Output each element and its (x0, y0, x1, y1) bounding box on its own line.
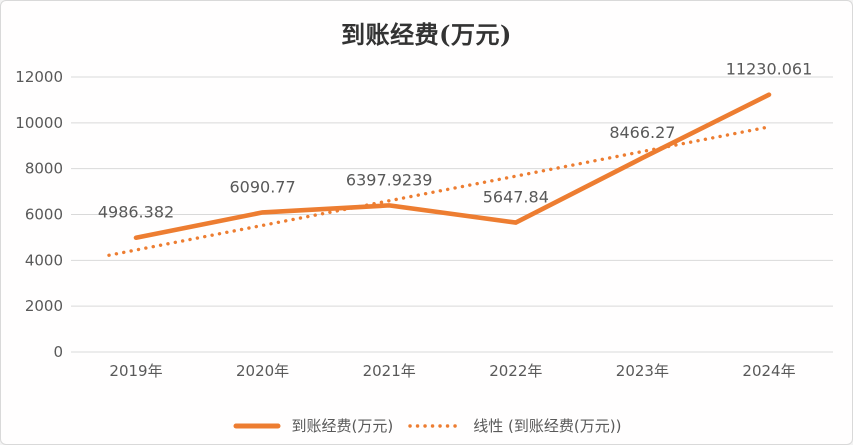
data-label: 6397.9239 (346, 170, 433, 189)
x-axis-tick-label: 2020年 (236, 362, 289, 380)
y-axis-tick-label: 12000 (15, 68, 63, 86)
legend-label-trendline: 线性 (到账经费(万元)) (473, 417, 622, 435)
x-axis-tick-label: 2019年 (109, 362, 162, 380)
data-label: 11230.061 (726, 60, 813, 79)
x-axis-tick-label: 2024年 (742, 362, 795, 380)
data-label: 5647.84 (483, 188, 549, 207)
legend-label-series: 到账经费(万元) (291, 417, 394, 435)
legend-line-dotted-icon (408, 423, 463, 428)
series-line[interactable] (133, 92, 772, 241)
legend-item-trendline[interactable]: 线性 (到账经费(万元)) (407, 415, 621, 436)
y-axis-tick-label: 4000 (25, 251, 63, 269)
y-axis-tick-label: 10000 (15, 114, 63, 132)
y-axis-tick-label: 0 (53, 343, 63, 361)
data-label: 8466.27 (609, 123, 675, 142)
x-axis-tick-label: 2023年 (616, 362, 669, 380)
data-label: 4986.382 (98, 203, 174, 222)
legend-item-series[interactable]: 到账经费(万元) (232, 415, 394, 436)
y-axis-tick-label: 8000 (25, 160, 63, 178)
chart-title: 到账经费(万元) (341, 20, 512, 49)
y-axis-tick-label: 2000 (25, 297, 63, 315)
x-axis-tick-label: 2021年 (363, 362, 416, 380)
x-axis-tick-label: 2022年 (489, 362, 542, 380)
y-axis-tick-label: 6000 (25, 206, 63, 224)
legend: 到账经费(万元) 线性 (到账经费(万元)) (1, 415, 852, 436)
data-label: 6090.77 (230, 177, 296, 196)
legend-line-solid-icon (233, 423, 281, 428)
